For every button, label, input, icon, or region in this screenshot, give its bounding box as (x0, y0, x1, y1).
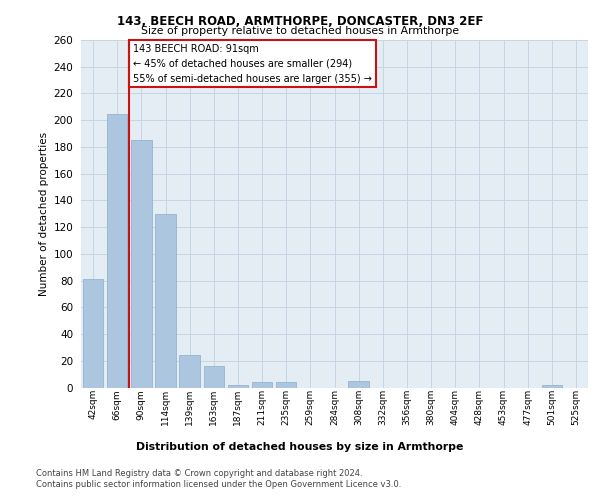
Bar (203, 366, 224, 388)
Bar (83, 279, 103, 388)
Bar (252, 382, 272, 388)
Text: Distribution of detached houses by size in Armthorpe: Distribution of detached houses by size … (136, 442, 464, 452)
Bar (542, 385, 562, 388)
Text: 143, BEECH ROAD, ARMTHORPE, DONCASTER, DN3 2EF: 143, BEECH ROAD, ARMTHORPE, DONCASTER, D… (117, 15, 483, 28)
Bar (179, 356, 200, 388)
Bar (155, 214, 176, 388)
Text: 143 BEECH ROAD: 91sqm
← 45% of detached houses are smaller (294)
55% of semi-det: 143 BEECH ROAD: 91sqm ← 45% of detached … (133, 44, 372, 84)
Bar (276, 382, 296, 388)
Bar (227, 385, 248, 388)
Text: Size of property relative to detached houses in Armthorpe: Size of property relative to detached ho… (141, 26, 459, 36)
Y-axis label: Number of detached properties: Number of detached properties (40, 132, 49, 296)
Text: Contains HM Land Registry data © Crown copyright and database right 2024.: Contains HM Land Registry data © Crown c… (36, 469, 362, 478)
Bar (131, 140, 152, 388)
Bar (107, 114, 127, 388)
Text: Contains public sector information licensed under the Open Government Licence v3: Contains public sector information licen… (36, 480, 401, 489)
Bar (349, 381, 369, 388)
